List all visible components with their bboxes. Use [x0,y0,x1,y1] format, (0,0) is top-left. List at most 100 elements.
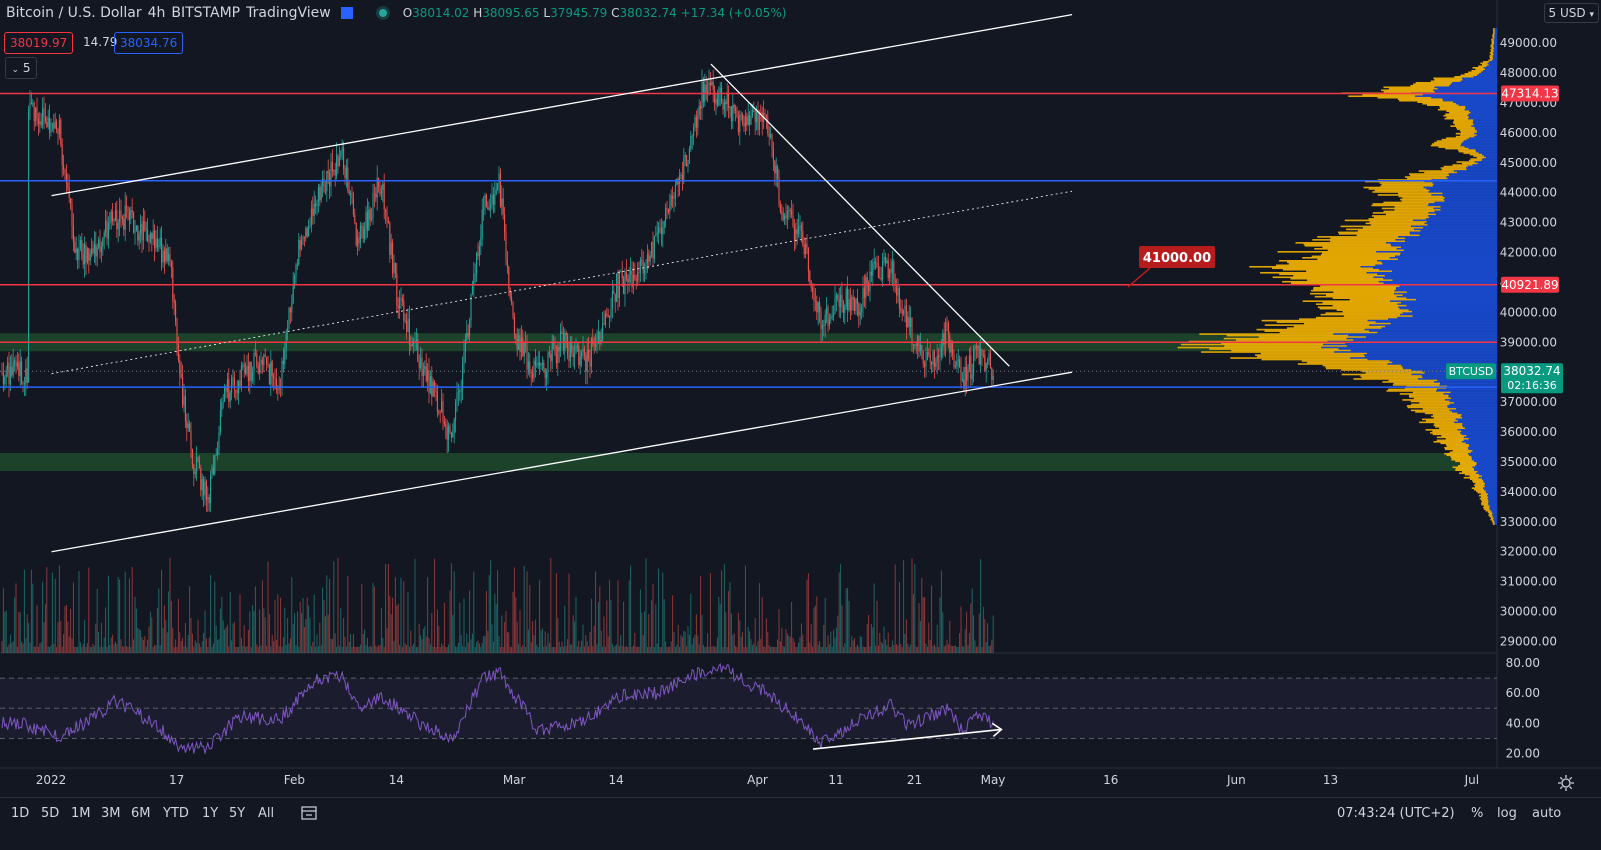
range-ytd-button[interactable]: YTD [163,806,189,821]
currency-selector[interactable]: 5 USD ▾ [1543,3,1599,23]
volume-profile-bar [1332,297,1407,299]
candle-body [716,98,718,106]
candle-body [404,320,406,322]
candle-body [721,87,723,103]
volume-bar [676,644,678,653]
date-range-icon[interactable] [300,805,318,821]
volume-profile-bar [1340,225,1411,228]
volume-bar [856,644,858,653]
range-3m-button[interactable]: 3M [101,806,121,821]
volume-bar [471,633,473,653]
volume-bar [191,633,193,653]
volume-profile-bar [1407,177,1448,180]
candle-body [904,305,906,311]
candle-body [16,362,18,367]
auto-toggle[interactable]: auto [1532,806,1562,821]
volume-profile-bar [1410,233,1497,235]
time-axis-label: May [981,773,1006,787]
price-note-bg[interactable] [1139,246,1215,268]
rsi-divergence-arrow[interactable] [812,728,1002,750]
percent-toggle[interactable]: % [1471,806,1484,821]
volume-profile-bar [1493,517,1497,519]
volume-profile-bar [1488,499,1497,501]
clock-readout[interactable]: 07:43:24 (UTC+2) [1337,806,1455,821]
candle-body [863,287,865,298]
interval-label[interactable]: 4h [147,5,166,21]
range-all-button[interactable]: All [258,806,275,821]
volume-profile-bar [1338,231,1410,234]
volume-profile-bar [1398,236,1497,238]
volume-profile-bar [1291,282,1384,285]
volume-bar [30,569,32,653]
candle-body [456,392,458,403]
volume-profile-bar [1444,447,1468,449]
volume-profile-bar [1306,270,1393,273]
candle-body [205,481,207,500]
candle-body [84,244,86,265]
volume-bar [779,641,781,653]
symbol-name[interactable]: Bitcoin / U.S. Dollar [6,5,142,21]
level-tag-40921-bg[interactable] [1501,276,1559,293]
volume-bar [40,642,42,653]
candle-body [253,352,255,373]
volume-bar [501,615,503,653]
candle-body [578,345,580,366]
candle-body [407,318,409,333]
price-axis[interactable] [1497,0,1601,849]
volume-bar [78,571,80,653]
volume-profile-bar [1432,433,1462,436]
volume-profile-bar [1426,221,1497,223]
candle-body [830,316,832,319]
volume-bar [145,646,147,653]
volume-profile-bar [1399,285,1497,288]
range-6m-button[interactable]: 6M [131,806,151,821]
market-status-icon [378,9,387,17]
volume-profile-bar [1400,198,1444,201]
flag-icon[interactable] [340,7,353,19]
volume-bar [449,590,451,653]
gear-icon[interactable] [1557,774,1575,792]
current-price-tag-bg[interactable] [1501,363,1563,394]
volume-bar [378,645,380,653]
volume-profile-bar [1382,262,1497,265]
volume-profile-bar [1279,273,1378,276]
candle-body [714,90,716,104]
candle-body [462,363,464,390]
candle-body [509,288,511,298]
sell-price-button[interactable]: 38019.97 [4,32,74,54]
channel-upper-line[interactable] [51,14,1073,197]
volume-bar [971,588,973,653]
volume-profile-bar [1452,81,1497,84]
descending-trendline[interactable] [710,63,1010,367]
candle-body [616,273,618,302]
log-toggle[interactable]: log [1497,806,1517,821]
candle-body [8,362,10,385]
volume-profile-bar [1489,506,1497,509]
channel-lower-line[interactable] [51,371,1073,553]
indicators-collapse-button[interactable]: ⌄ 5 [5,57,37,79]
candle-body [672,195,674,199]
candle-body [57,129,59,135]
range-1m-button[interactable]: 1M [71,806,91,821]
volume-profile-bar [1493,31,1495,33]
volume-profile-bar [1424,180,1497,183]
candle-body [632,274,634,288]
price-axis-tick: 43000.00 [1500,216,1557,230]
volume-profile-bar [1444,197,1497,199]
volume-profile-bar [1396,286,1497,289]
candle-body [686,155,688,167]
level-tag-47314-bg[interactable] [1501,85,1559,102]
range-1d-button[interactable]: 1D [11,806,30,821]
buy-price-button[interactable]: 38034.76 [114,32,184,54]
candle-body [151,233,153,240]
range-5y-button[interactable]: 5Y [229,806,246,821]
range-1y-button[interactable]: 1Y [202,806,219,821]
volume-profile-bar [1392,361,1497,364]
volume-bar [172,628,174,653]
candle-body [513,316,515,334]
volume-profile-bar [1459,129,1477,132]
range-5d-button[interactable]: 5D [41,806,60,821]
volume-bar [459,602,461,653]
